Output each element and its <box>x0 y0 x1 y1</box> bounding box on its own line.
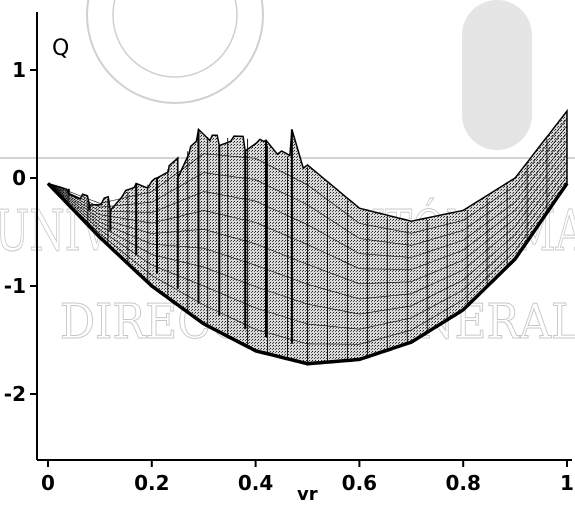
x-tick-label: 0 <box>41 471 55 495</box>
mesh-contour-line <box>47 176 568 345</box>
y-axis-label: Q <box>52 36 69 61</box>
surface-mesh <box>47 118 568 364</box>
x-tick-label: 0.8 <box>445 471 480 495</box>
axis-ticks: 0 0.2 0.4 0.6 0.8 1 1 0 -1 -2 <box>4 58 574 495</box>
mesh-contour-line <box>47 168 568 330</box>
x-axis-label: vr <box>297 484 318 505</box>
mesh-contour-line <box>47 147 568 285</box>
mesh-contour-line <box>47 161 568 315</box>
y-tick-label: -2 <box>4 382 26 406</box>
mesh-contour-line <box>47 139 568 270</box>
y-tick-label: 1 <box>12 58 26 82</box>
x-tick-label: 0.4 <box>238 471 273 495</box>
y-tick-label: -1 <box>4 274 26 298</box>
mesh-contour-line <box>47 118 568 234</box>
x-tick-label: 0.6 <box>342 471 377 495</box>
lower-envelope-line <box>46 182 569 366</box>
plot-area <box>46 108 569 366</box>
y-tick-label: 0 <box>12 166 26 190</box>
mesh-contour-line <box>47 132 568 258</box>
mesh-contour-line <box>47 125 568 246</box>
x-tick-label: 0.2 <box>134 471 169 495</box>
mesh-contour-line <box>47 154 568 300</box>
x-tick-label: 1 <box>560 471 574 495</box>
